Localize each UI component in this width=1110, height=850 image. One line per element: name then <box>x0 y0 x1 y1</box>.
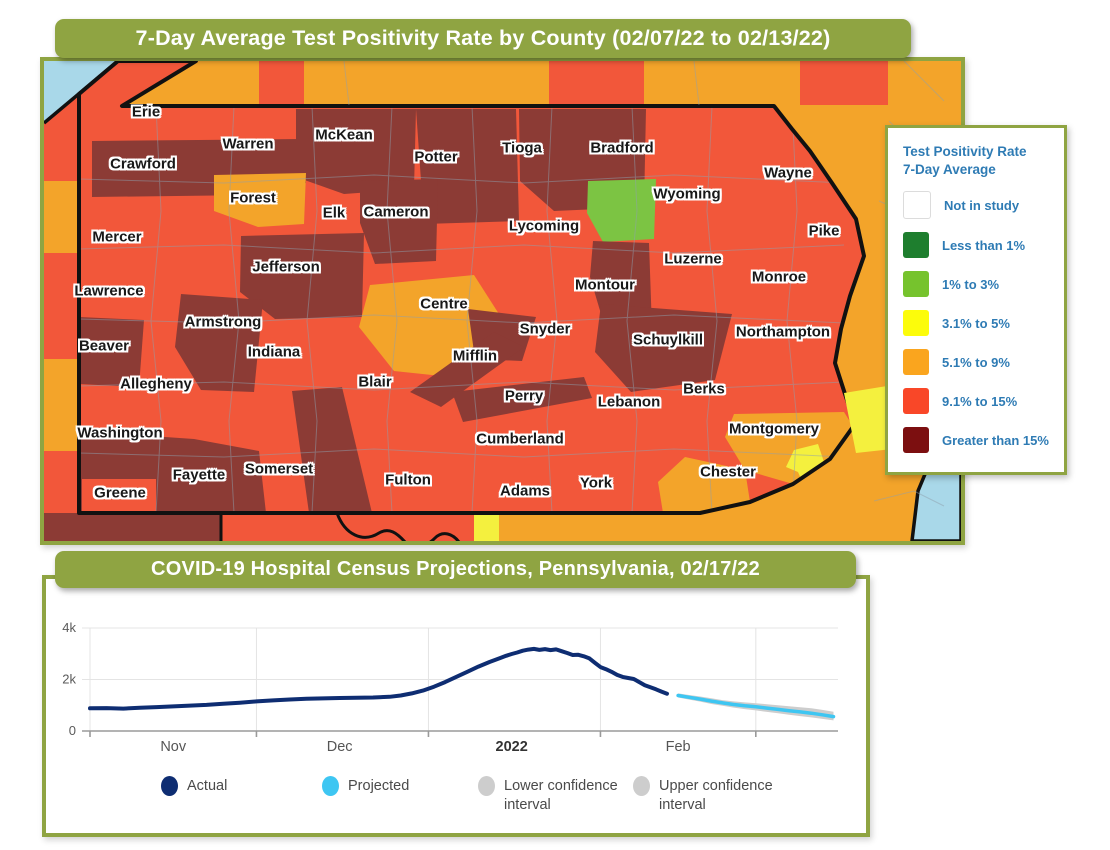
chart-legend-item: Lower confidence interval <box>478 776 626 814</box>
chart-legend-item: Upper confidence interval <box>633 776 781 814</box>
legend-dot-icon <box>161 776 178 796</box>
legend-item-label: Less than 1% <box>942 237 1026 253</box>
legend-dot-icon <box>478 776 495 796</box>
svg-text:0: 0 <box>69 723 76 738</box>
svg-text:2022: 2022 <box>496 739 528 755</box>
hospital-census-chart-canvas[interactable]: 0 2k 4k Nov Dec 2022 Feb <box>46 593 866 763</box>
svg-text:Nov: Nov <box>160 739 187 755</box>
legend-item-label: 9.1% to 15% <box>942 393 1018 409</box>
svg-text:2k: 2k <box>62 672 76 687</box>
map-legend-item: 1% to 3% <box>903 271 1052 298</box>
legend-color-swatch <box>903 349 929 376</box>
svg-text:4k: 4k <box>62 620 76 635</box>
choropleth-map-canvas[interactable] <box>44 61 961 541</box>
legend-color-swatch <box>903 232 929 259</box>
chart-legend-label: Projected <box>348 778 410 794</box>
legend-dot-icon <box>633 776 650 796</box>
legend-color-swatch <box>903 427 929 454</box>
map-legend-title: Test Positivity Rate 7-Day Average <box>903 143 1052 178</box>
chart-title-badge: COVID-19 Hospital Census Projections, Pe… <box>55 551 856 588</box>
legend-color-swatch <box>903 310 929 337</box>
legend-item-label: 1% to 3% <box>942 276 1000 292</box>
chart-legend-label: Actual <box>187 778 228 794</box>
legend-color-swatch <box>903 271 929 298</box>
map-legend-title-line2: 7-Day Average <box>903 161 996 177</box>
legend-color-swatch <box>903 191 931 220</box>
map-panel: Erie Warren McKean Potter Tioga Bradford Wayne… <box>40 57 965 545</box>
map-legend-item: 9.1% to 15% <box>903 388 1052 415</box>
map-legend-title-line1: Test Positivity Rate <box>903 144 1027 159</box>
map-legend: Test Positivity Rate 7-Day Average Not i… <box>885 125 1067 476</box>
chart-legend: Actual Projected Lower confidence interval… <box>46 579 866 833</box>
map-legend-item: 5.1% to 9% <box>903 349 1052 376</box>
map-legend-item: Not in study <box>903 191 1052 220</box>
svg-text:Dec: Dec <box>327 739 353 755</box>
legend-dot-icon <box>322 776 339 796</box>
legend-item-label: 5.1% to 9% <box>942 354 1010 370</box>
legend-item-label: Not in study <box>944 197 1020 213</box>
chart-legend-item: Actual <box>161 776 227 796</box>
chart-legend-label: Upper confidence interval <box>659 778 773 813</box>
map-legend-rows: Not in study Less than 1% 1% to 3% 3.1% to … <box>903 191 1052 454</box>
map-legend-item: Less than 1% <box>903 232 1052 259</box>
legend-color-swatch <box>903 388 929 415</box>
map-title-badge: 7-Day Average Test Positivity Rate by Co… <box>55 19 911 58</box>
chart-panel: 0 2k 4k Nov Dec 2022 Feb Actual Projected Lower … <box>42 575 870 837</box>
legend-item-label: Greater than 15% <box>942 432 1049 448</box>
legend-item-label: 3.1% to 5% <box>942 315 1010 331</box>
chart-legend-label: Lower confidence interval <box>504 778 618 813</box>
map-legend-item: 3.1% to 5% <box>903 310 1052 337</box>
map-legend-item: Greater than 15% <box>903 427 1052 454</box>
chart-legend-item: Projected <box>322 776 409 796</box>
svg-text:Feb: Feb <box>666 739 691 755</box>
